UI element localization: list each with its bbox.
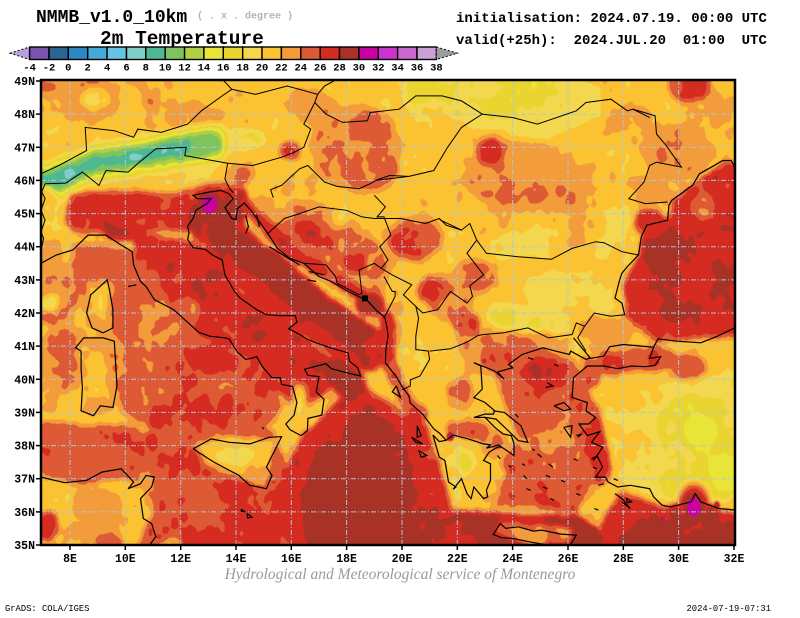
svg-text:12E: 12E (170, 553, 191, 566)
svg-text:20: 20 (256, 63, 269, 75)
svg-text:26E: 26E (558, 553, 579, 566)
svg-text:Hydrological and Meteorologica: Hydrological and Meteorological service … (224, 566, 576, 583)
svg-text:46N: 46N (14, 175, 35, 188)
svg-text:44N: 44N (14, 242, 35, 255)
svg-text:37N: 37N (14, 474, 35, 487)
svg-text:22E: 22E (447, 553, 468, 566)
svg-text:49N: 49N (14, 76, 35, 89)
svg-text:38N: 38N (14, 441, 35, 454)
svg-text:18: 18 (236, 63, 249, 75)
svg-text:47N: 47N (14, 142, 35, 155)
svg-text:32E: 32E (724, 553, 745, 566)
svg-text:24E: 24E (502, 553, 523, 566)
svg-text:36N: 36N (14, 507, 35, 520)
svg-text:14: 14 (198, 63, 211, 75)
svg-text:0: 0 (65, 63, 71, 75)
svg-text:-2: -2 (43, 63, 56, 75)
svg-text:43N: 43N (14, 275, 35, 288)
svg-text:20E: 20E (392, 553, 413, 566)
svg-text:28: 28 (333, 63, 346, 75)
svg-text:45N: 45N (14, 209, 35, 222)
svg-text:16E: 16E (281, 553, 302, 566)
svg-text:valid(+25h): 2024.JUL.20 01:: valid(+25h): 2024.JUL.20 01:00 UTC (456, 33, 767, 49)
svg-text:initialisation: 2024.07.19. 00: initialisation: 2024.07.19. 00:00 UTC (456, 11, 767, 27)
svg-text:16: 16 (217, 63, 230, 75)
svg-text:30E: 30E (668, 553, 689, 566)
svg-text:NMMB_v1.0_10km: NMMB_v1.0_10km (36, 8, 187, 28)
svg-text:4: 4 (104, 63, 110, 75)
svg-text:34: 34 (391, 63, 404, 75)
svg-text:( . x . degree ): ( . x . degree ) (197, 11, 293, 23)
svg-text:40N: 40N (14, 374, 35, 387)
svg-text:6: 6 (123, 63, 129, 75)
svg-text:8E: 8E (63, 553, 77, 566)
svg-text:22: 22 (275, 63, 288, 75)
svg-text:39N: 39N (14, 407, 35, 420)
svg-text:-4: -4 (23, 63, 36, 75)
svg-text:41N: 41N (14, 341, 35, 354)
svg-text:48N: 48N (14, 109, 35, 122)
svg-text:2: 2 (85, 63, 91, 75)
svg-text:28E: 28E (613, 553, 634, 566)
svg-text:12: 12 (178, 63, 191, 75)
svg-text:30: 30 (353, 63, 366, 75)
svg-text:8: 8 (143, 63, 149, 75)
svg-text:2m Temperature: 2m Temperature (100, 28, 264, 50)
svg-text:18E: 18E (336, 553, 357, 566)
svg-text:26: 26 (314, 63, 327, 75)
svg-text:GrADS: COLA/IGES: GrADS: COLA/IGES (5, 604, 89, 614)
svg-text:2024-07-19-07:31: 2024-07-19-07:31 (687, 604, 771, 614)
svg-text:36: 36 (411, 63, 424, 75)
svg-text:24: 24 (294, 63, 307, 75)
svg-text:35N: 35N (14, 540, 35, 553)
svg-text:10E: 10E (115, 553, 136, 566)
svg-text:38: 38 (430, 63, 443, 75)
svg-text:10: 10 (159, 63, 172, 75)
svg-text:14E: 14E (226, 553, 247, 566)
svg-text:42N: 42N (14, 308, 35, 321)
svg-text:32: 32 (372, 63, 385, 75)
